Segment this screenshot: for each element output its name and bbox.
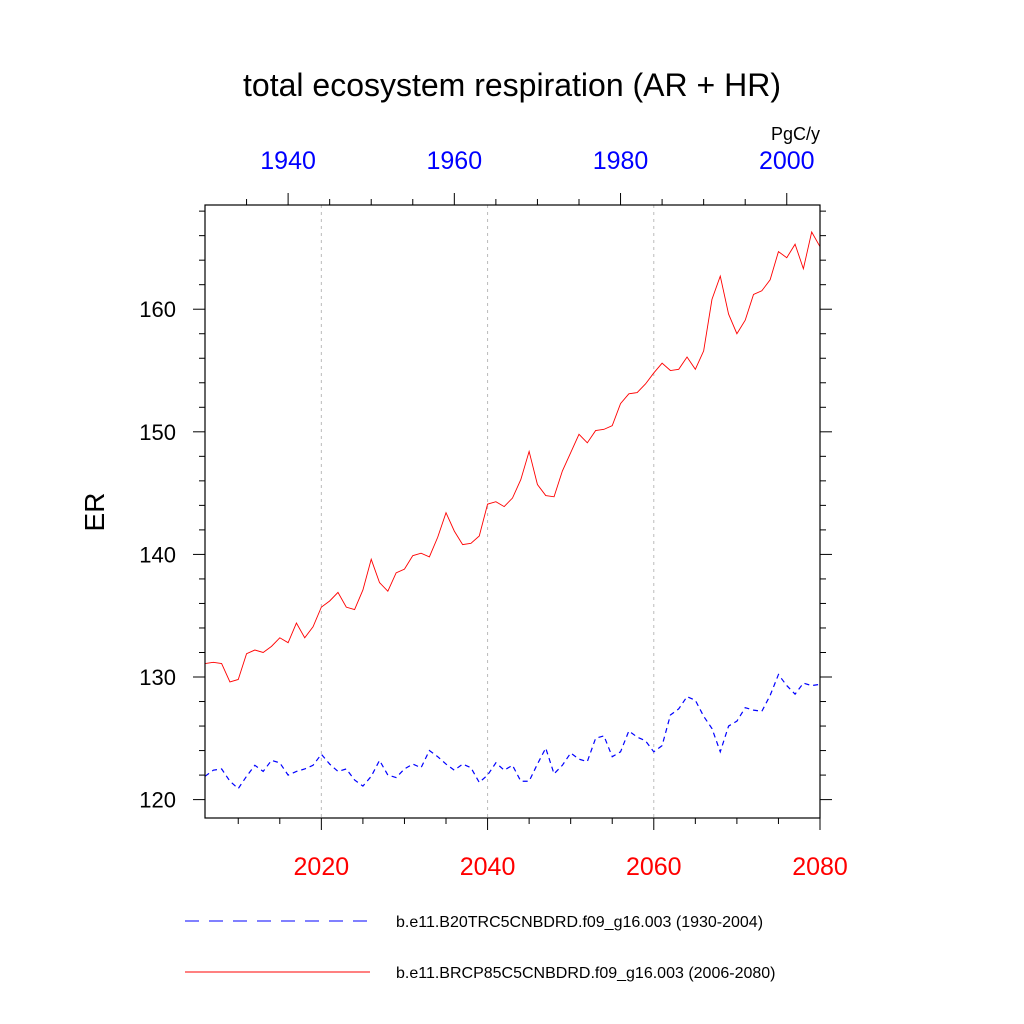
units-label: PgC/y	[771, 124, 820, 144]
bottom-tick-label: 2080	[792, 853, 848, 881]
legend-label-historical: b.e11.B20TRC5CNBDRD.f09_g16.003 (1930-20…	[396, 914, 763, 931]
y-tick-label: 160	[139, 297, 176, 322]
bottom-tick-label: 2060	[626, 853, 682, 881]
y-tick-label: 130	[139, 665, 176, 690]
top-tick-label: 2000	[759, 147, 815, 175]
series-lines	[204, 230, 821, 790]
legend-label-rcp85: b.e11.BRCP85C5CNBDRD.f09_g16.003 (2006-2…	[396, 965, 775, 982]
top-tick-label: 1940	[260, 147, 316, 175]
y-tick-label: 140	[139, 542, 176, 567]
legend: b.e11.B20TRC5CNBDRD.f09_g16.003 (1930-20…	[185, 914, 775, 982]
top-tick-label: 1960	[427, 147, 483, 175]
series-line-0	[204, 673, 821, 790]
bottom-tick-label: 2040	[460, 853, 516, 881]
y-axis-label: ER	[79, 493, 110, 532]
series-line-1	[204, 230, 821, 683]
axes	[193, 193, 832, 830]
plot-frame	[204, 204, 821, 819]
tick-labels: 120 130 140 150 160 2020 2040 2060 2080 1940 1960 1…	[139, 147, 848, 881]
bottom-tick-label: 2020	[294, 853, 350, 881]
chart-title: total ecosystem respiration (AR + HR)	[243, 67, 781, 103]
top-tick-label: 1980	[593, 147, 649, 175]
y-tick-label: 120	[139, 788, 176, 813]
y-tick-label: 150	[139, 420, 176, 445]
gridlines	[320, 205, 655, 818]
